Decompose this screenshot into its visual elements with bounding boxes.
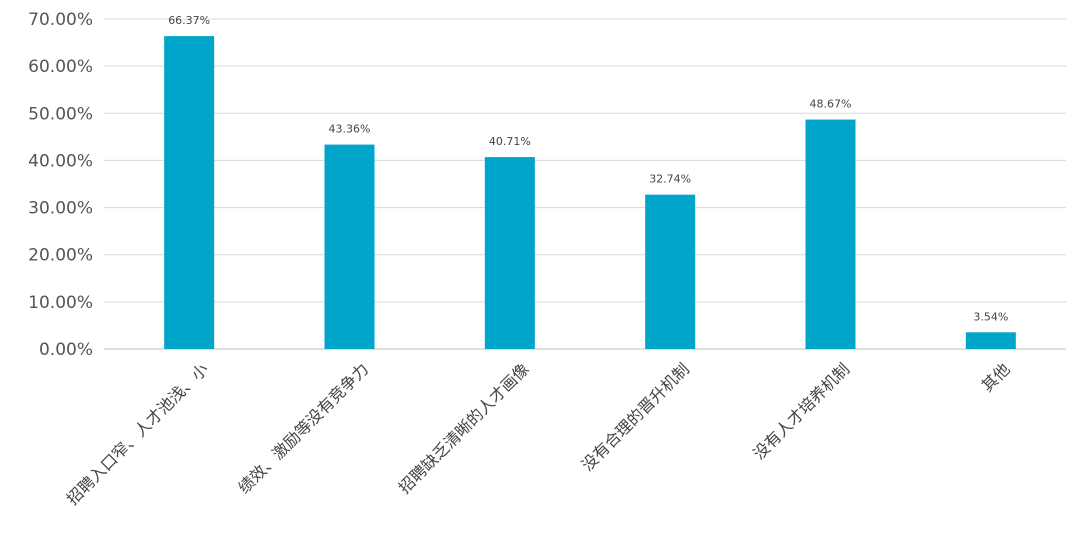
category-labels: 招聘入口窄、人才池浅、小 绩效、激励等没有竞争力 招聘缺乏清晰的人才画像 没有合理的晋… bbox=[63, 359, 1014, 508]
y-tick-label: 60.00% bbox=[28, 57, 93, 77]
y-tick-label: 10.00% bbox=[28, 293, 93, 313]
category-label: 其他 bbox=[978, 359, 1014, 395]
y-tick-label: 20.00% bbox=[28, 246, 93, 266]
bars bbox=[164, 36, 1016, 350]
bar bbox=[805, 119, 856, 349]
gridlines bbox=[104, 18, 1066, 350]
y-tick-label: 30.00% bbox=[28, 199, 93, 219]
data-label: 40.71% bbox=[489, 135, 531, 148]
bar bbox=[965, 332, 1016, 349]
y-tick-label: 0.00% bbox=[39, 340, 93, 360]
category-label: 没有合理的晋升机制 bbox=[578, 359, 693, 474]
bar bbox=[645, 194, 696, 349]
y-axis-ticks: 0.00% 10.00% 20.00% 30.00% 40.00% 50.00% 60.00… bbox=[28, 10, 93, 360]
y-tick-label: 40.00% bbox=[28, 151, 93, 171]
y-tick-label: 50.00% bbox=[28, 104, 93, 124]
data-label: 32.74% bbox=[649, 173, 691, 186]
category-label: 绩效、激励等没有竞争力 bbox=[234, 359, 372, 497]
data-label: 48.67% bbox=[810, 98, 852, 111]
category-label: 招聘缺乏清晰的人才画像 bbox=[395, 359, 533, 497]
bar bbox=[324, 144, 375, 349]
y-tick-label: 70.00% bbox=[28, 10, 93, 30]
data-labels: 66.37% 43.36% 40.71% 32.74% 48.67% 3.54% bbox=[168, 14, 1008, 323]
category-label: 招聘入口窄、人才池浅、小 bbox=[63, 359, 212, 508]
data-label: 66.37% bbox=[168, 14, 210, 27]
data-label: 43.36% bbox=[329, 123, 371, 136]
bar bbox=[484, 157, 535, 349]
bar bbox=[164, 36, 215, 350]
data-label: 3.54% bbox=[973, 310, 1008, 323]
category-label: 没有人才培养机制 bbox=[749, 359, 853, 463]
